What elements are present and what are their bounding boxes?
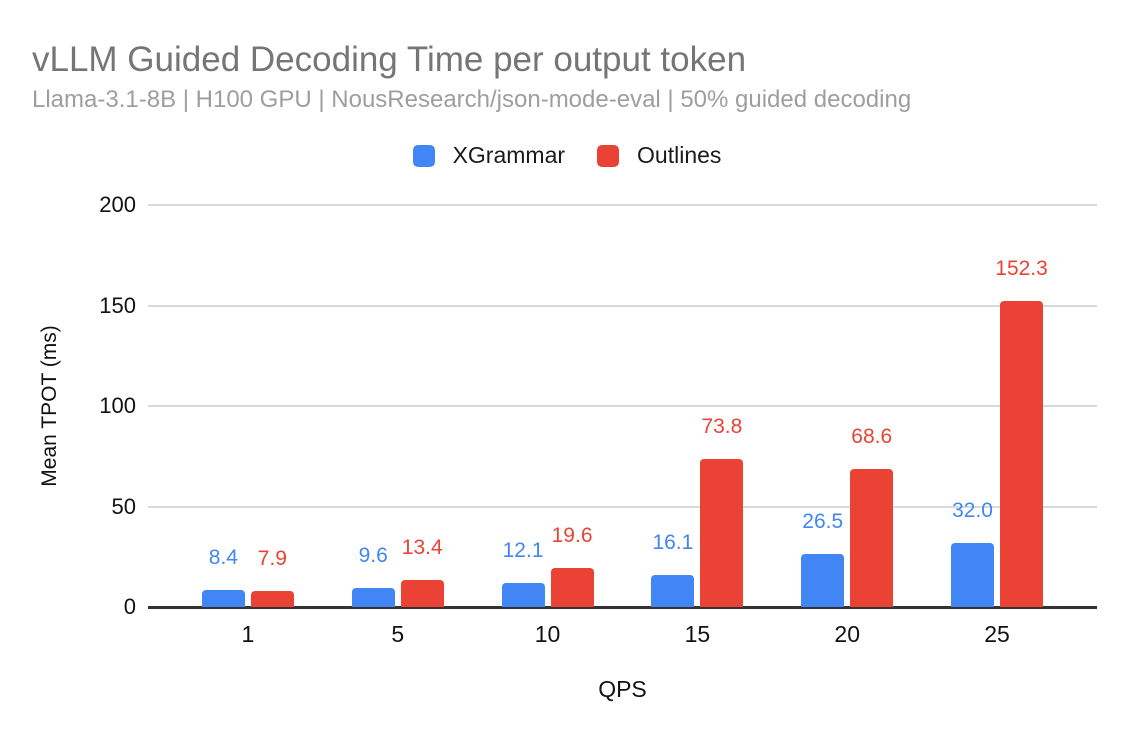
legend-swatch-icon	[597, 144, 620, 167]
x-tick-label-20: 20	[834, 621, 861, 647]
bar-xgrammar-qps-20	[801, 553, 845, 607]
gridline-200	[148, 204, 1097, 206]
bar-groups: 8.4 7.9 1 9.6 13.4 5 12.1 19.6 10 16.1 73.8 15 26.5 6…	[148, 205, 1097, 647]
chart-title: vLLM Guided Decoding Time per output tok…	[32, 40, 747, 79]
bar-outlines-qps-10	[550, 567, 594, 607]
gridline-50	[148, 505, 1097, 508]
bar-value-label-xgrammar-qps-1: 8.4	[208, 546, 238, 570]
gridline-150	[148, 304, 1097, 307]
bar-col-xgrammar-qps-25: 32.0	[951, 498, 995, 607]
legend-swatch-icon	[412, 144, 435, 167]
bar-xgrammar-qps-10	[501, 582, 545, 607]
bar-col-xgrammar-qps-20: 26.5	[801, 509, 845, 607]
bar-group-qps-10: 12.1 19.6 10	[473, 205, 623, 647]
y-tick-label-150: 150	[99, 292, 136, 318]
bar-col-xgrammar-qps-15: 16.1	[651, 530, 695, 607]
bar-pair: 26.5 68.6	[801, 425, 894, 607]
bar-value-label-xgrammar-qps-20: 26.5	[802, 509, 844, 533]
bar-value-label-outlines-qps-20: 68.6	[851, 425, 893, 449]
bar-col-xgrammar-qps-5: 9.6	[351, 543, 395, 607]
x-tick-label-1: 1	[241, 621, 255, 647]
x-tick-label-15: 15	[684, 621, 711, 647]
chart-subtitle: Llama-3.1-8B | H100 GPU | NousResearch/j…	[32, 86, 912, 113]
gridline-100	[148, 405, 1097, 407]
bar-xgrammar-qps-1	[201, 590, 245, 607]
bar-outlines-qps-1	[250, 591, 294, 607]
bar-col-outlines-qps-20: 68.6	[850, 425, 894, 607]
bar-pair: 8.4 7.9	[201, 546, 294, 607]
bar-xgrammar-qps-15	[651, 574, 695, 607]
x-tick-label-25: 25	[984, 621, 1010, 647]
bar-group-qps-20: 26.5 68.6 20	[772, 205, 922, 647]
bar-value-label-xgrammar-qps-5: 9.6	[358, 543, 388, 567]
bar-col-outlines-qps-25: 152.3	[995, 258, 1048, 607]
plot-area: 0 50 100 150 200 8.4 7.9 1 9.6 13.4 5 12.1 19.6 10 16.…	[99, 192, 1097, 647]
bar-group-qps-5: 9.6 13.4 5	[323, 205, 473, 647]
y-tick-label-100: 100	[99, 393, 136, 418]
bar-group-qps-1: 8.4 7.9 1	[173, 205, 323, 647]
y-tick-label-50: 50	[111, 493, 136, 519]
x-tick-label-10: 10	[534, 621, 561, 647]
bar-col-outlines-qps-10: 19.6	[550, 523, 594, 607]
bar-col-outlines-qps-15: 73.8	[700, 414, 744, 607]
bar-col-outlines-qps-5: 13.4	[400, 536, 444, 607]
legend-label: Outlines	[637, 142, 722, 168]
bar-outlines-qps-20	[850, 469, 894, 607]
x-axis-title: QPS	[598, 676, 647, 702]
bar-group-qps-25: 32.0 152.3 25	[922, 205, 1072, 647]
bar-outlines-qps-5	[400, 580, 444, 607]
bar-pair: 32.0 152.3	[951, 258, 1048, 607]
bar-value-label-outlines-qps-15: 73.8	[701, 414, 743, 438]
legend: XGrammar Outlines	[0, 142, 1134, 169]
bar-value-label-outlines-qps-10: 19.6	[551, 523, 593, 547]
bar-xgrammar-qps-25	[951, 542, 995, 607]
bar-group-qps-15: 16.1 73.8 15	[622, 205, 772, 647]
bar-value-label-xgrammar-qps-15: 16.1	[652, 530, 694, 554]
bar-value-label-outlines-qps-25: 152.3	[995, 256, 1048, 280]
x-tick-label-5: 5	[391, 621, 405, 647]
y-tick-label-0: 0	[123, 594, 136, 619]
bar-col-outlines-qps-1: 7.9	[250, 547, 294, 607]
bar-col-xgrammar-qps-1: 8.4	[201, 546, 245, 607]
y-tick-label-200: 200	[99, 192, 136, 217]
bar-value-label-outlines-qps-1: 7.9	[257, 547, 287, 571]
bar-outlines-qps-15	[700, 458, 744, 607]
bar-outlines-qps-25	[1000, 300, 1044, 607]
bar-value-label-xgrammar-qps-25: 32.0	[952, 498, 993, 522]
y-axis-title: Mean TPOT (ms)	[38, 325, 61, 487]
bar-pair: 9.6 13.4	[351, 536, 444, 607]
bar-value-label-xgrammar-qps-10: 12.1	[502, 538, 544, 562]
bar-pair: 16.1 73.8	[651, 414, 744, 607]
bar-value-label-outlines-qps-5: 13.4	[401, 536, 443, 560]
legend-label: XGrammar	[452, 142, 566, 168]
legend-item-xgrammar: XGrammar	[412, 142, 566, 169]
x-axis-line	[148, 606, 1097, 609]
bar-xgrammar-qps-5	[351, 587, 395, 607]
bar-col-xgrammar-qps-10: 12.1	[501, 538, 545, 607]
bar-pair: 12.1 19.6	[501, 523, 594, 607]
legend-item-outlines: Outlines	[597, 142, 721, 169]
